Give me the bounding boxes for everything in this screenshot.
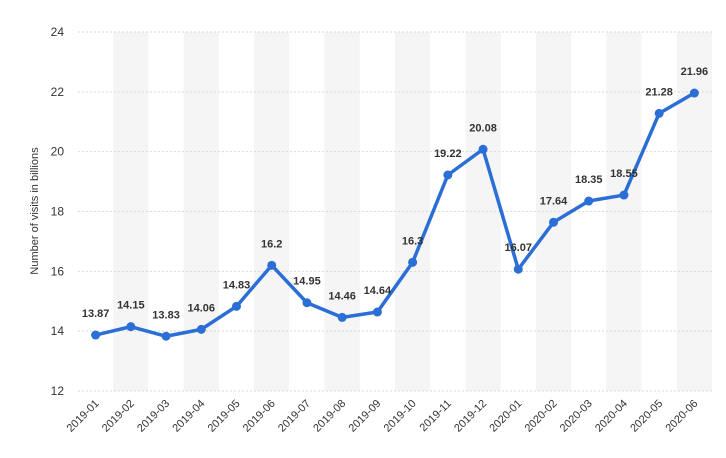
- y-tick-label: 24: [51, 25, 65, 39]
- gridlines: [78, 31, 712, 392]
- y-tick-label: 16: [51, 264, 65, 278]
- x-tick-label: 2019-02: [100, 398, 137, 435]
- data-label-2019-05: 14.83: [223, 279, 251, 291]
- data-point-2020-01[interactable]: [513, 264, 523, 274]
- y-tick-label: 12: [51, 384, 65, 398]
- x-tick-label: 2019-08: [311, 398, 348, 435]
- data-point-2019-03[interactable]: [161, 331, 171, 341]
- data-label-2019-10: 16.3: [402, 235, 423, 247]
- data-point-2020-04[interactable]: [619, 190, 629, 200]
- x-tick-label: 2019-03: [135, 398, 172, 435]
- y-axis-title: Number of visits in billions: [29, 147, 41, 275]
- data-point-2020-03[interactable]: [584, 196, 594, 206]
- x-tick-label: 2019-09: [346, 398, 383, 435]
- background-band-2020-02: [535, 32, 572, 391]
- data-labels: 13.87 14.15 13.83 14.06 14.83 16.2 14.95 14.46 1…: [82, 66, 708, 321]
- series-visits: [93, 91, 697, 339]
- x-tick-label: 2019-11: [417, 398, 453, 434]
- data-label-2019-08: 14.46: [328, 290, 356, 302]
- x-tick-label: 2019-12: [452, 398, 489, 435]
- data-label-2019-03: 13.83: [152, 309, 180, 321]
- x-tick-label: 2019-10: [382, 398, 419, 435]
- data-point-2019-04[interactable]: [196, 324, 206, 334]
- series-line: [93, 91, 697, 339]
- data-point-2020-06[interactable]: [689, 88, 699, 98]
- background-band-2019-10: [395, 32, 431, 391]
- x-tick-label: 2020-05: [628, 398, 665, 435]
- x-tick-label: 2019-07: [276, 398, 313, 435]
- data-label-2020-04: 18.55: [610, 168, 638, 180]
- x-tick-label: 2020-06: [663, 398, 700, 435]
- data-point-2019-10[interactable]: [408, 257, 418, 267]
- data-label-2019-09: 14.64: [364, 285, 392, 297]
- data-label-2020-01: 16.07: [505, 242, 533, 254]
- data-point-2020-05[interactable]: [654, 108, 664, 118]
- x-tick-label: 2020-04: [593, 398, 630, 435]
- data-label-2020-02: 17.64: [540, 195, 568, 207]
- data-point-2019-11[interactable]: [443, 170, 453, 180]
- x-tick-label: 2020-03: [558, 398, 595, 435]
- data-label-2020-03: 18.35: [575, 174, 603, 186]
- data-label-2019-07: 14.95: [293, 276, 321, 288]
- data-point-2019-06[interactable]: [267, 260, 277, 270]
- data-label-2020-05: 21.28: [645, 86, 673, 98]
- data-label-2019-04: 14.06: [188, 302, 216, 314]
- x-tick-label: 2019-04: [170, 398, 207, 435]
- data-point-2019-02[interactable]: [126, 322, 136, 332]
- data-point-2019-07[interactable]: [302, 298, 312, 308]
- x-axis-ticks: 2019-012019-022019-032019-042019-052019-…: [65, 398, 701, 435]
- x-tick-label: 2019-06: [241, 398, 278, 435]
- x-tick-label: 2019-05: [206, 398, 243, 435]
- x-tick-label: 2020-01: [487, 398, 524, 435]
- data-point-2019-08[interactable]: [337, 312, 347, 322]
- y-tick-label: 14: [51, 324, 65, 338]
- data-point-2019-12[interactable]: [478, 144, 488, 154]
- x-tick-label: 2019-01: [65, 398, 102, 435]
- data-point-2019-01[interactable]: [91, 330, 101, 340]
- y-tick-label: 22: [51, 85, 65, 99]
- data-points: [91, 88, 699, 341]
- y-tick-label: 18: [51, 205, 65, 219]
- data-label-2019-02: 14.15: [117, 300, 145, 312]
- data-point-2019-09[interactable]: [372, 307, 382, 317]
- data-label-2019-12: 20.08: [469, 122, 497, 134]
- y-axis-ticks: 12 14 16 18 20 22 24: [51, 25, 65, 398]
- data-point-2020-02[interactable]: [549, 217, 558, 227]
- data-label-2019-01: 13.87: [82, 308, 110, 320]
- data-point-2019-05[interactable]: [232, 301, 241, 311]
- x-tick-label: 2020-02: [523, 398, 560, 435]
- background-band-2019-04: [183, 32, 219, 391]
- data-label-2019-11: 19.22: [434, 148, 462, 160]
- y-tick-label: 20: [51, 145, 65, 159]
- data-label-2020-06: 21.96: [681, 66, 709, 78]
- data-label-2019-06: 16.2: [261, 238, 282, 250]
